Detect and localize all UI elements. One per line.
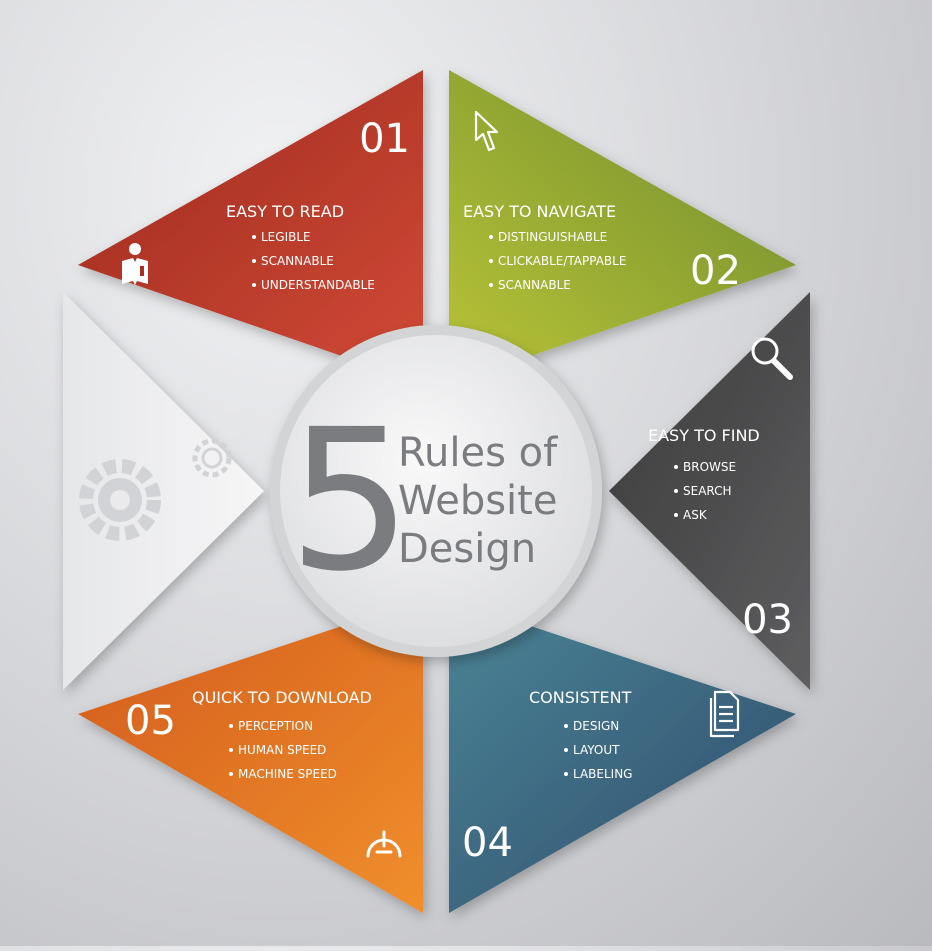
segment-02-item-3: SCANNABLE [498, 278, 571, 292]
segment-05-number: 05 [125, 698, 176, 744]
segment-04-item-2: LAYOUT [573, 743, 620, 757]
segment-01-item-3: UNDERSTANDABLE [261, 278, 375, 292]
segment-05-item-1: PERCEPTION [238, 719, 313, 733]
gears-icon [79, 438, 232, 541]
segment-03-item-2: SEARCH [683, 484, 732, 498]
center-line1: Rules of [398, 430, 558, 476]
segment-03-item-3: ASK [683, 508, 708, 522]
center-circle [280, 335, 592, 647]
segment-02-shape [449, 70, 796, 384]
segment-01-title: EASY TO READ [226, 202, 344, 221]
segment-04-number: 04 [462, 820, 513, 866]
segment-02-item-2: CLICKABLE/TAPPABLE [498, 254, 626, 268]
segment-02-number: 02 [690, 248, 741, 294]
segment-04-shape [449, 599, 796, 913]
segment-03-title: EASY TO FIND [648, 426, 760, 445]
center-number: 5 [288, 387, 412, 614]
segment-03-number: 03 [742, 597, 793, 643]
center-line2: Website [398, 478, 557, 524]
segment-02-item-1: DISTINGUISHABLE [498, 230, 607, 244]
document-icon [709, 690, 740, 738]
segment-02-title: EASY TO NAVIGATE [463, 202, 616, 221]
segment-05-item-2: HUMAN SPEED [238, 743, 326, 757]
segment-03-shape [609, 292, 810, 690]
segment-04-item-1: DESIGN [573, 719, 619, 733]
center-line3: Design [398, 526, 536, 572]
cursor-icon [474, 110, 499, 152]
segment-04-title: CONSISTENT [529, 688, 632, 707]
segment-05-shape [78, 599, 423, 913]
segment-01-number: 01 [359, 116, 410, 162]
segment-placeholder-shape [63, 292, 264, 690]
speedometer-icon [366, 830, 402, 858]
segment-01-shape [78, 70, 423, 384]
segment-01-item-2: SCANNABLE [261, 254, 334, 268]
magnifier-icon [751, 337, 793, 380]
reader-icon [122, 243, 148, 285]
segment-04-item-3: LABELING [573, 767, 632, 781]
segment-05-item-3: MACHINE SPEED [238, 767, 337, 781]
segment-05-title: QUICK TO DOWNLOAD [192, 688, 372, 707]
segment-03-item-1: BROWSE [683, 460, 736, 474]
segment-01-item-1: LEGIBLE [261, 230, 311, 244]
